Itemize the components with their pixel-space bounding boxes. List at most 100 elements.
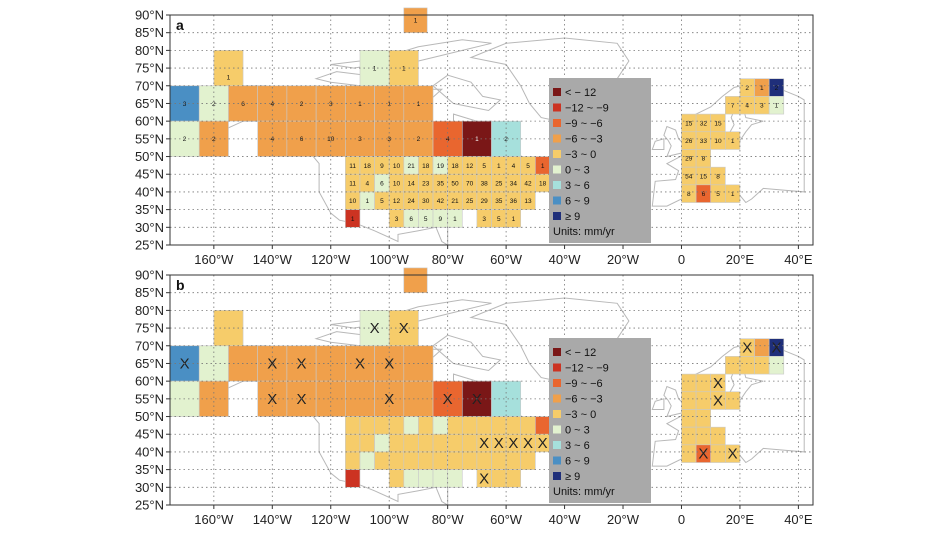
legend-label: −12 ~ −9 — [565, 363, 609, 375]
legend-label: −6 ~ −3 — [565, 394, 603, 406]
grid-cell — [388, 451, 405, 470]
cell-count-label: 4 — [512, 163, 516, 170]
cell-count-label: 18 — [364, 163, 372, 170]
grid-cell — [768, 96, 785, 115]
grid-cell — [345, 209, 361, 228]
cell-count-label: 2 — [417, 136, 421, 143]
legend-box — [549, 78, 651, 243]
grid-cell — [725, 131, 741, 150]
cell-count-label: 10 — [327, 136, 335, 143]
grid-cell — [476, 416, 492, 435]
cell-count-label: 42 — [437, 198, 445, 205]
legend-label: 0 ~ 3 — [565, 165, 590, 177]
cell-count-label: 10 — [714, 138, 722, 145]
grid-cell — [739, 356, 755, 375]
significance-mark: X — [494, 435, 504, 452]
significance-mark: X — [472, 391, 482, 408]
cell-count-label: 1 — [414, 18, 418, 25]
legend-label: ≥ 9 — [565, 211, 580, 223]
cell-count-label: 6 — [241, 101, 245, 108]
legend-label: −6 ~ −3 — [565, 134, 603, 146]
y-tick-label: 85°N — [135, 285, 164, 300]
significance-mark: X — [384, 355, 394, 372]
significance-mark: X — [508, 435, 518, 452]
grid-cell — [403, 433, 419, 453]
cell-count-label: 2 — [504, 136, 508, 143]
cell-count-label: 35 — [495, 198, 503, 205]
grid-cell — [695, 391, 712, 410]
cell-count-label: 10 — [349, 198, 357, 205]
cell-count-label: 10 — [393, 180, 401, 187]
y-tick-label: 55°N — [135, 131, 164, 146]
cell-count-label: 26 — [685, 138, 693, 145]
legend-swatch — [553, 425, 561, 434]
x-tick-label: 100°W — [370, 512, 410, 527]
x-tick-label: 120°W — [311, 252, 351, 267]
legend-swatch — [553, 348, 561, 356]
grid-cells: 13 22 26 4 2 3 1 1 14 6 10 3 3 21 114 1 211 18 9 10 21 18 19 18… — [169, 7, 785, 228]
grid-cell — [432, 451, 448, 470]
grid-cell — [345, 451, 361, 470]
y-tick-label: 90°N — [135, 268, 164, 283]
x-tick-label: 20°E — [726, 512, 755, 527]
cell-count-label: 5 — [497, 216, 501, 223]
cell-count-label: 2 — [745, 85, 749, 92]
legend-swatch — [553, 410, 561, 418]
y-tick-label: 35°N — [135, 202, 164, 217]
cell-count-label: 24 — [408, 198, 416, 205]
significance-mark: X — [479, 470, 489, 487]
significance-mark: X — [297, 391, 307, 408]
cell-count-label: 9 — [439, 216, 443, 223]
cell-count-label: 7 — [731, 103, 735, 110]
significance-mark: X — [742, 340, 752, 357]
x-tick-label: 40°W — [549, 512, 582, 527]
grid-cell — [418, 433, 434, 453]
legend-swatch — [553, 196, 561, 205]
grid-cell — [359, 433, 375, 453]
grid-cell — [681, 373, 697, 393]
grid-cell — [345, 469, 361, 488]
grid-cell — [388, 469, 405, 488]
cell-count-label: 1 — [365, 198, 369, 205]
legend-swatch — [553, 88, 561, 96]
y-tick-label: 45°N — [135, 167, 164, 182]
legend-label: 6 ~ 9 — [565, 456, 590, 468]
cell-count-label: 1 — [731, 138, 735, 145]
grid-cell — [388, 416, 405, 435]
cell-count-label: 36 — [510, 198, 518, 205]
cell-count-label: 15 — [700, 173, 708, 180]
x-tick-label: 80°W — [432, 252, 465, 267]
grid-cell — [725, 184, 741, 203]
cell-count-label: 6 — [702, 191, 706, 198]
cell-count-label: 12 — [466, 163, 474, 170]
cell-count-label: 21 — [451, 198, 459, 205]
legend-swatch — [553, 165, 561, 174]
y-tick-label: 80°N — [135, 303, 164, 318]
y-tick-label: 25°N — [135, 498, 164, 513]
grid-cell — [345, 416, 361, 435]
grid-cell — [403, 451, 419, 470]
x-tick-label: 0 — [678, 252, 685, 267]
grid-cell — [491, 469, 507, 488]
cell-count-label: 3 — [482, 216, 486, 223]
y-tick-label: 45°N — [135, 427, 164, 442]
legend-units: Units: mm/yr — [553, 226, 615, 238]
grid-cell — [725, 356, 741, 375]
cell-count-label: 25 — [466, 198, 474, 205]
legend-label: −9 ~ −6 — [565, 378, 603, 390]
grid-cell — [461, 416, 478, 435]
y-tick-label: 30°N — [135, 480, 164, 495]
grid-cell — [681, 444, 697, 463]
cell-count-label: 3 — [329, 101, 333, 108]
significance-mark: X — [713, 393, 723, 410]
cell-count-label: 1 — [227, 74, 231, 81]
x-tick-label: 120°W — [311, 512, 351, 527]
cell-count-label: 4 — [365, 180, 369, 187]
cell-count-label: 1 — [417, 101, 421, 108]
cell-count-label: 13 — [524, 198, 532, 205]
legend-label: −3 ~ 0 — [565, 149, 596, 161]
cell-count-label: 8 — [716, 173, 720, 180]
cell-count-label: 2 — [183, 136, 187, 143]
grid-cell — [432, 433, 448, 453]
coastline — [432, 74, 502, 112]
